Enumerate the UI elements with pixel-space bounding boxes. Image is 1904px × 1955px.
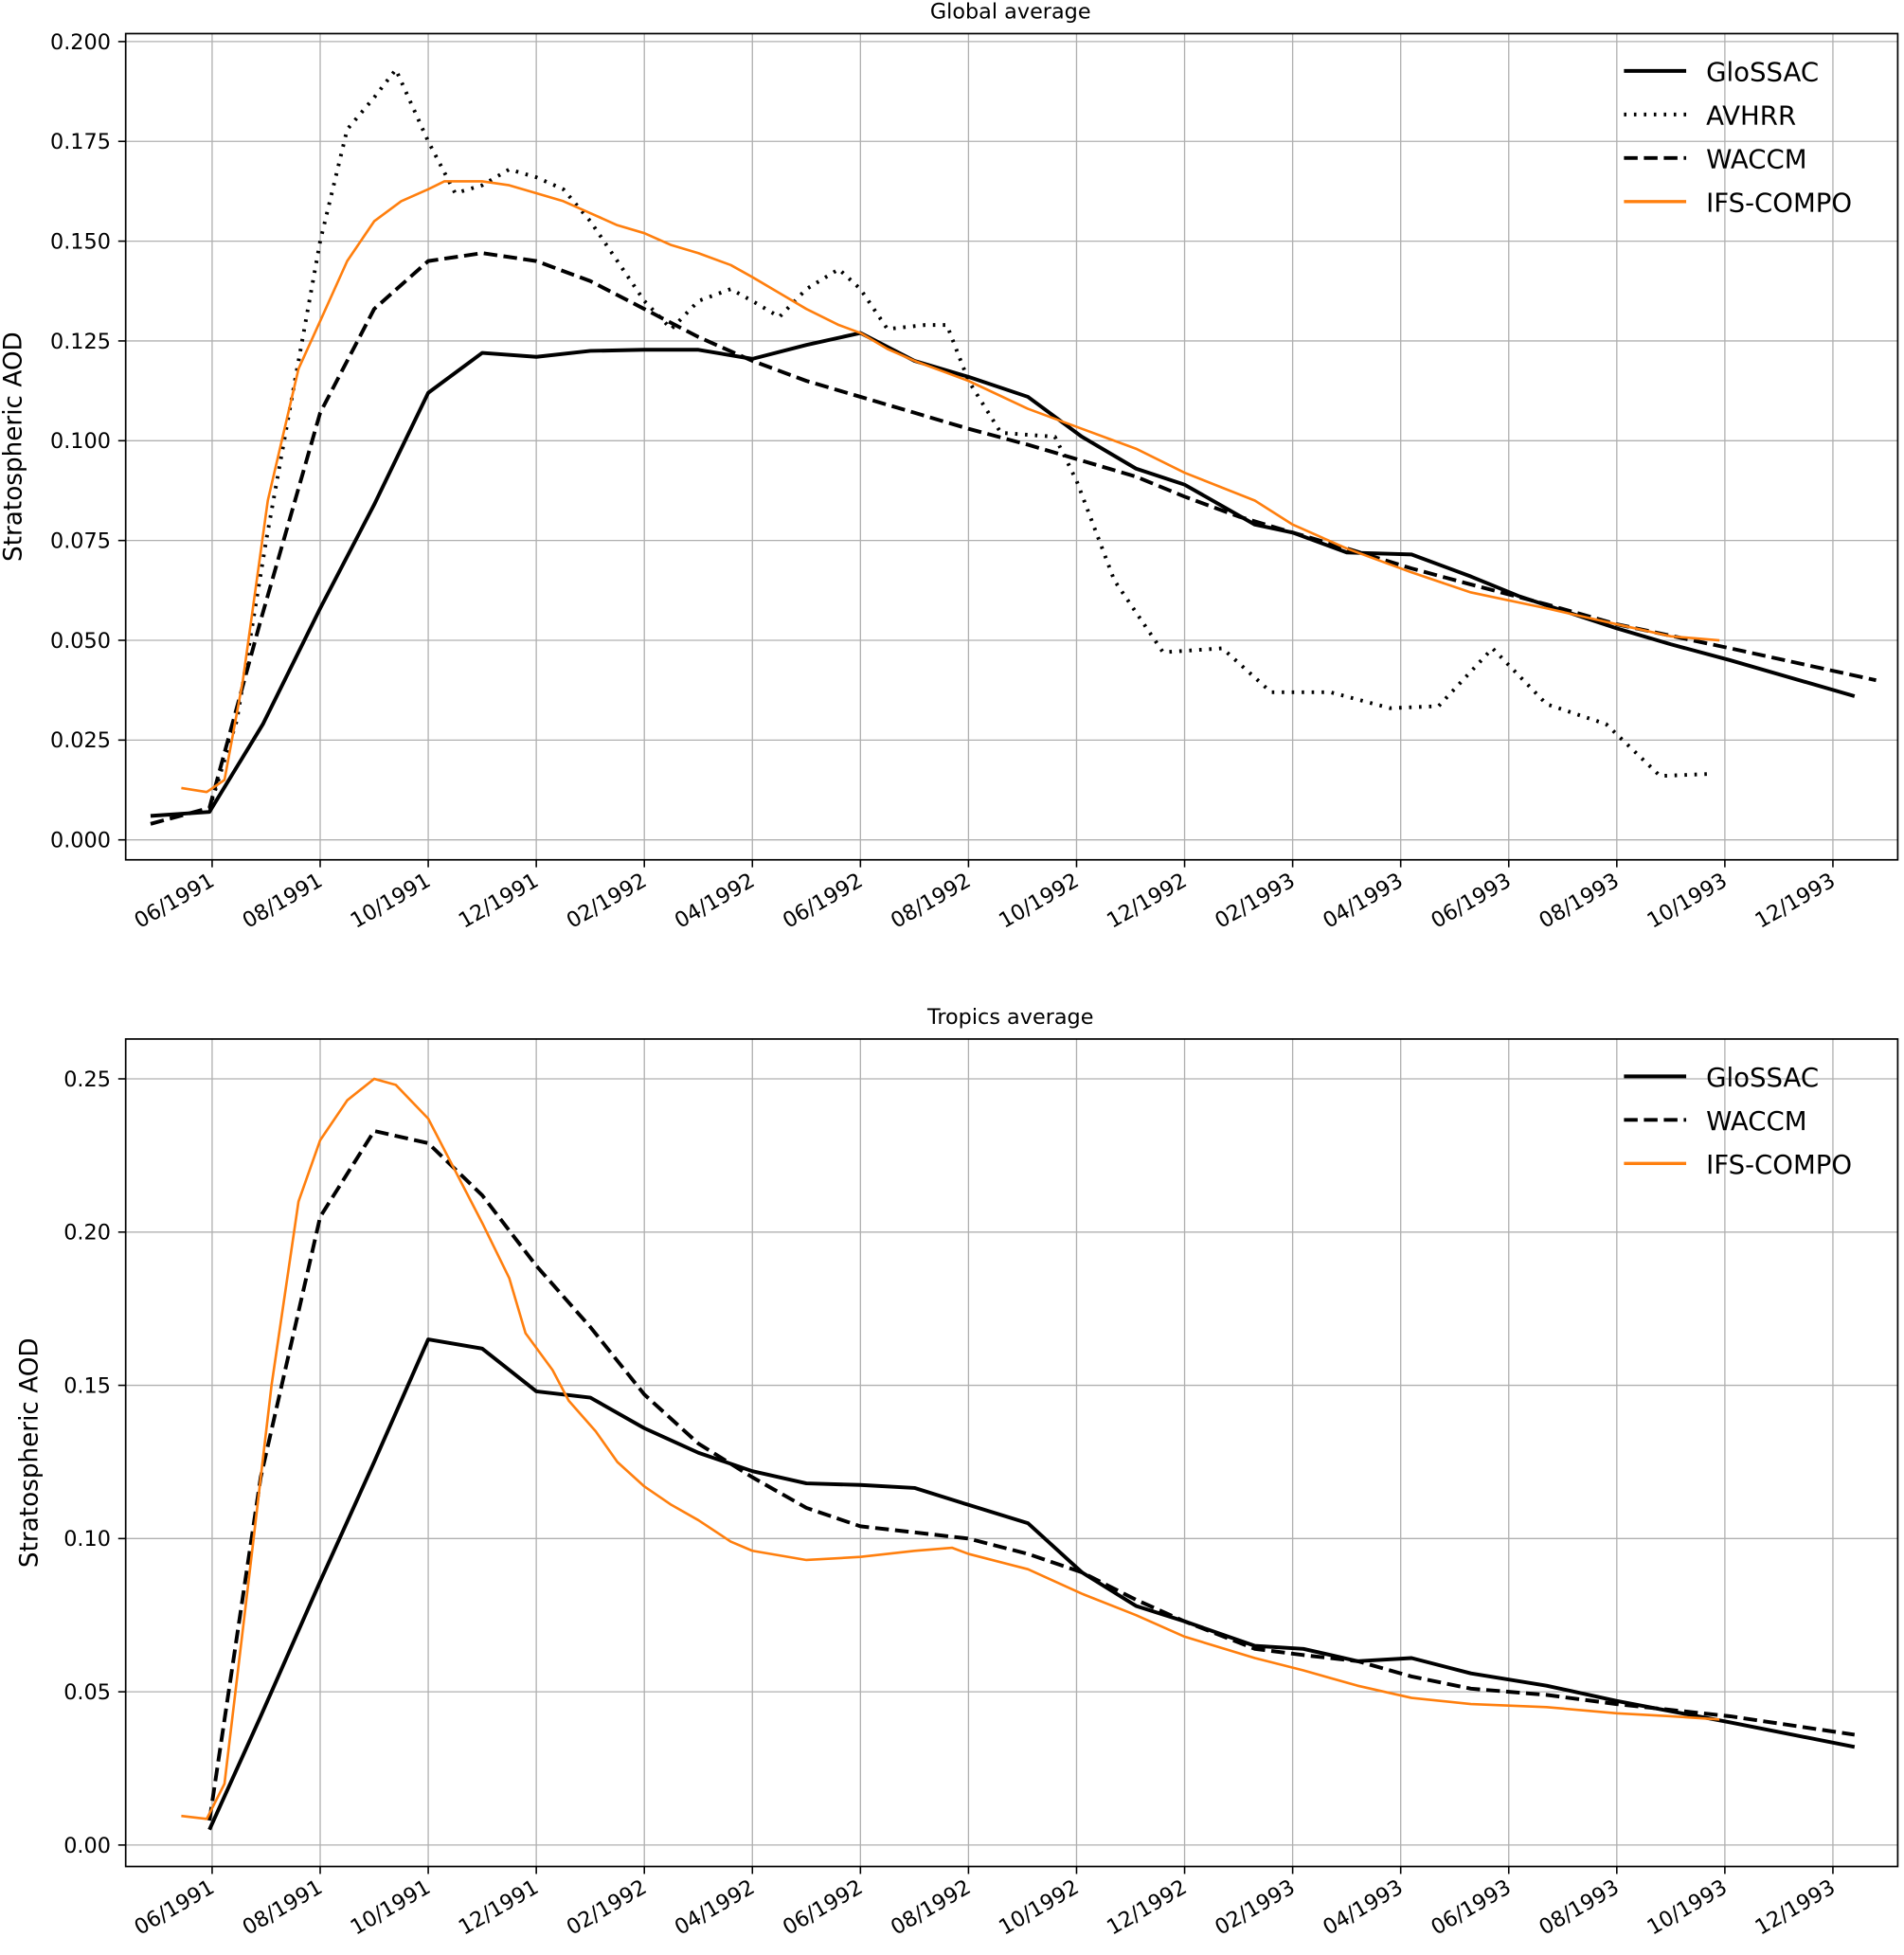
- x-tick-label: 10/1993: [1643, 1875, 1731, 1941]
- series-line-glossac: [207, 1337, 1856, 1831]
- y-tick-label: 0.100: [50, 429, 111, 454]
- y-tick-label: 0.00: [63, 1834, 111, 1858]
- tropics-average-panel: 06/1991 08/1991 10/1991 12/1991 02/1992 04/19…: [15, 1005, 1899, 1941]
- legend-label-avhrr: AVHRR: [1706, 99, 1796, 131]
- x-tick-label: 02/1992: [563, 869, 651, 934]
- y-tick-label: 0.05: [63, 1680, 111, 1705]
- y-tick-label: 0.20: [63, 1221, 111, 1246]
- legend: GloSSAC WACCM IFS-COMPO: [1624, 1062, 1852, 1180]
- series-line-glossac: [150, 331, 1856, 818]
- legend-label-glossac: GloSSAC: [1706, 1062, 1819, 1093]
- x-tick-label: 10/1992: [995, 869, 1083, 934]
- y-tick-label: 0.000: [50, 829, 111, 853]
- y-axis-label: Stratospheric AOD: [15, 1337, 44, 1568]
- x-tick-label: 10/1991: [347, 869, 435, 934]
- y-tick-label: 0.050: [50, 629, 111, 654]
- chart-title: Tropics average: [926, 1005, 1094, 1030]
- y-tick-label: 0.200: [50, 30, 111, 55]
- x-tick-label: 12/1992: [1103, 1875, 1191, 1941]
- x-tick-label: 04/1993: [1319, 869, 1407, 934]
- legend-label-waccm: WACCM: [1706, 1105, 1806, 1137]
- y-tick-label: 0.150: [50, 229, 111, 254]
- axes-frame: [124, 1038, 1899, 1868]
- x-tick-label: 08/1992: [887, 869, 975, 934]
- x-tick-label: 08/1991: [239, 869, 327, 934]
- series-line-ifs-compo: [181, 180, 1720, 794]
- x-tick-label: 08/1991: [239, 1875, 327, 1941]
- x-tick-label: 12/1992: [1103, 869, 1191, 934]
- y-tick-label: 0.025: [50, 728, 111, 753]
- x-tick-label: 12/1991: [455, 1875, 543, 1941]
- legend: GloSSAC AVHRR WACCM IFS-COMPO: [1624, 56, 1852, 218]
- legend-label-waccm: WACCM: [1706, 143, 1806, 174]
- x-tick-label: 08/1992: [887, 1875, 975, 1941]
- x-tick-label: 04/1992: [671, 869, 759, 934]
- x-tick-label: 06/1992: [779, 869, 867, 934]
- y-tick-label: 0.175: [50, 130, 111, 154]
- x-tick-label: 02/1993: [1211, 1875, 1299, 1941]
- y-axis-label: Stratospheric AOD: [0, 332, 27, 562]
- x-tick-label: 10/1992: [995, 1875, 1083, 1941]
- series-line-avhrr: [210, 67, 1709, 801]
- x-tick-label: 12/1991: [455, 869, 543, 934]
- x-tick-label: 10/1991: [347, 1875, 435, 1941]
- x-tick-label: 08/1993: [1535, 869, 1623, 934]
- x-tick-label: 02/1993: [1211, 869, 1299, 934]
- x-tick-label: 04/1992: [671, 1875, 759, 1941]
- series-line-ifs-compo: [181, 1077, 1720, 1820]
- chart-title: Global average: [930, 0, 1091, 25]
- global-average-panel: 06/1991 08/1991 10/1991 12/1991 02/1992 04/19…: [0, 0, 1899, 934]
- legend-label-ifs-compo: IFS-COMPO: [1706, 187, 1852, 218]
- y-tick-label: 0.15: [63, 1373, 111, 1398]
- x-tick-label: 12/1993: [1751, 869, 1840, 934]
- x-tick-label: 06/1991: [131, 1875, 219, 1941]
- y-tick-label: 0.125: [50, 330, 111, 354]
- legend-label-glossac: GloSSAC: [1706, 56, 1819, 87]
- x-tick-label: 06/1993: [1427, 1875, 1515, 1941]
- y-tick-label: 0.075: [50, 529, 111, 554]
- legend-label-ifs-compo: IFS-COMPO: [1706, 1149, 1852, 1180]
- series-line-waccm: [207, 1129, 1856, 1821]
- x-tick-label: 02/1992: [563, 1875, 651, 1941]
- y-tick-label: 0.25: [63, 1067, 111, 1092]
- x-tick-label: 04/1993: [1319, 1875, 1407, 1941]
- x-tick-label: 08/1993: [1535, 1875, 1623, 1941]
- series-line-waccm: [150, 251, 1877, 826]
- x-tick-label: 10/1993: [1643, 869, 1731, 934]
- x-tick-label: 12/1993: [1751, 1875, 1840, 1941]
- x-tick-label: 06/1992: [779, 1875, 867, 1941]
- axes-frame: [124, 32, 1899, 861]
- x-tick-label: 06/1993: [1427, 869, 1515, 934]
- x-tick-label: 06/1991: [131, 869, 219, 934]
- y-tick-label: 0.10: [63, 1527, 111, 1551]
